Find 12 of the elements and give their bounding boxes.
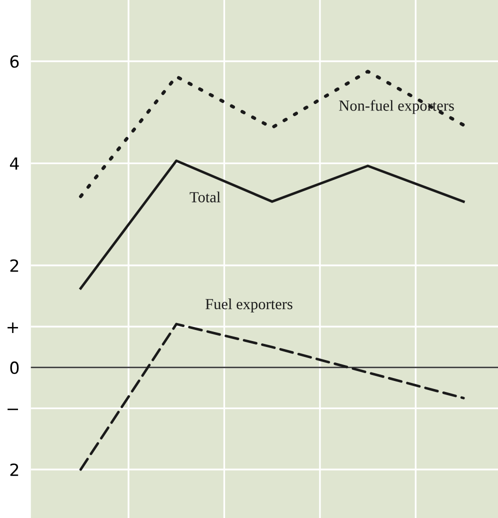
line-series (79, 160, 465, 290)
y-tick-label: 0 (10, 361, 19, 374)
y-tick-label: 2 (10, 463, 18, 476)
y-tick-label: 4 (10, 157, 19, 170)
y-tick-label: 2 (10, 259, 18, 272)
series-label: Fuel exporters (206, 298, 292, 312)
y-tick-label: 6 (10, 55, 19, 68)
series-label: Total (190, 192, 220, 202)
y-tick-label: + (8, 322, 18, 333)
line-series (79, 322, 465, 471)
y-tick-label: − (8, 408, 18, 410)
series-label: Non-fuel exporters (339, 100, 454, 114)
